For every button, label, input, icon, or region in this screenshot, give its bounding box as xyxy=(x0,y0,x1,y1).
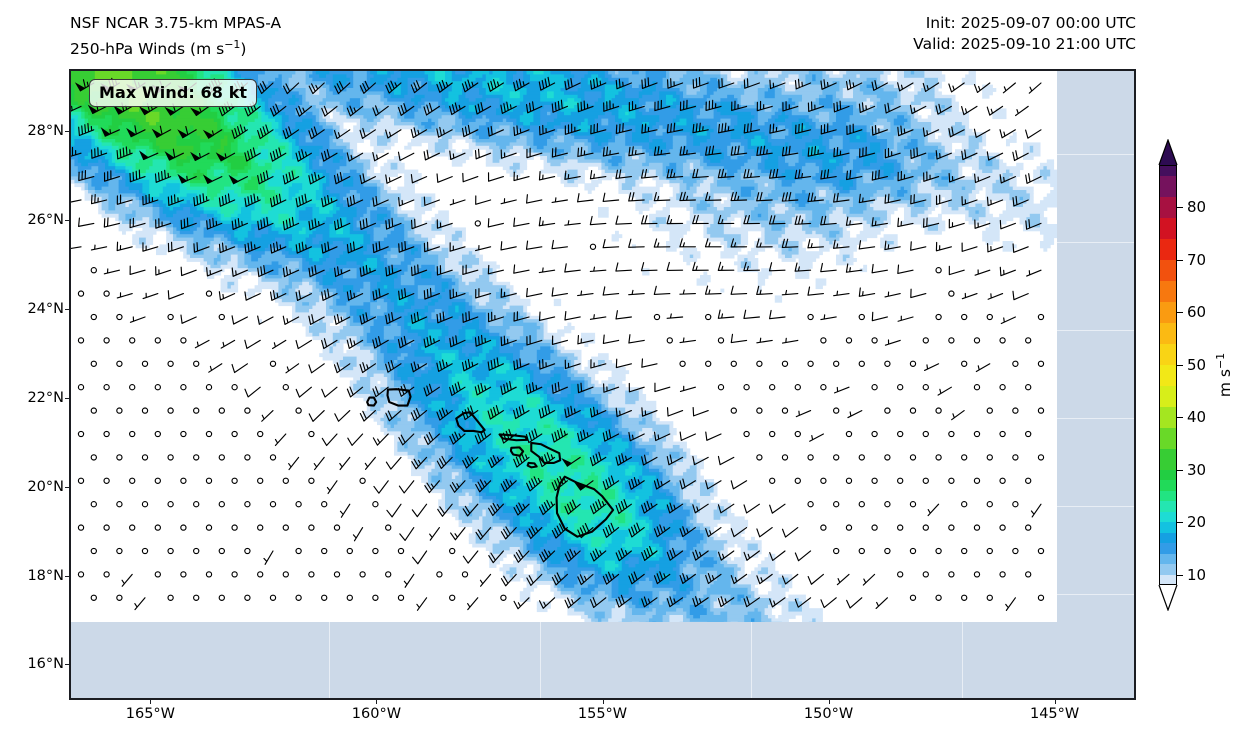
x-tick-mark xyxy=(150,700,152,704)
colorbar-tick xyxy=(1177,312,1183,314)
coastline-maui xyxy=(530,441,562,464)
colorbar-tick-label: 30 xyxy=(1187,460,1207,479)
wind-speed-field xyxy=(71,71,1057,622)
x-tick-label: 160°W xyxy=(351,706,402,722)
y-tick-mark xyxy=(65,664,69,666)
x-tick-label: 155°W xyxy=(577,706,628,722)
colorbar-tick-label: 40 xyxy=(1187,408,1207,426)
colorbar-tick xyxy=(1177,574,1183,576)
y-tick-mark xyxy=(65,575,69,577)
y-tick-mark xyxy=(65,220,69,222)
init-time: Init: 2025-09-07 00:00 UTC xyxy=(925,14,1136,32)
model-title: NSF NCAR 3.75-km MPAS-A xyxy=(70,14,282,32)
colorbar-tick-label: 10 xyxy=(1187,565,1207,584)
colorbar-tick xyxy=(1177,364,1183,366)
colorbar-tick xyxy=(1177,207,1183,209)
x-tick-label: 165°W xyxy=(125,706,176,722)
coastline-kauai xyxy=(386,388,412,407)
y-tick-mark xyxy=(65,131,69,133)
colorbar[interactable]: 10 20 30 40 50 60 70 80 xyxy=(1158,139,1206,611)
coastline-molokai xyxy=(498,433,529,442)
max-wind-badge: Max Wind: 68 kt xyxy=(89,79,258,107)
wind-field-svg xyxy=(71,71,1057,622)
valid-time: Valid: 2025-09-10 21:00 UTC xyxy=(913,35,1136,53)
header-left: NSF NCAR 3.75-km MPAS-A 250-hPa Winds (m… xyxy=(70,13,281,60)
colorbar-tick xyxy=(1177,417,1183,419)
colorbar-tick-label: 80 xyxy=(1187,198,1207,216)
x-tick-mark xyxy=(1054,700,1056,704)
colorbar-tick xyxy=(1177,522,1183,524)
y-tick-label: 26°N xyxy=(27,212,64,229)
coastline-oahu xyxy=(455,411,486,434)
x-tick-label: 145°W xyxy=(1029,706,1080,722)
x-tick-mark xyxy=(376,700,378,704)
coastline-niihau xyxy=(366,396,378,407)
map-canvas xyxy=(71,71,1134,698)
colorbar-tick-label: 60 xyxy=(1187,303,1207,321)
colorbar-units-superscript: −1 xyxy=(1214,352,1227,370)
y-tick-label: 24°N xyxy=(27,300,64,317)
colorbar-over-arrow xyxy=(1159,140,1177,165)
coastline-hawaii xyxy=(555,475,615,538)
y-tick-label: 20°N xyxy=(27,478,64,495)
y-tick-mark xyxy=(65,397,69,399)
colorbar-under-arrow xyxy=(1159,585,1177,610)
field-title: 250-hPa Winds (m s−1) xyxy=(70,38,247,59)
colorbar-gradient xyxy=(1159,165,1177,586)
colorbar-tick-label: 70 xyxy=(1187,250,1207,269)
x-tick-mark xyxy=(602,700,604,704)
y-tick-mark xyxy=(65,486,69,488)
map-plot-area[interactable] xyxy=(69,69,1136,700)
units-superscript: −1 xyxy=(224,38,241,51)
y-tick-label: 22°N xyxy=(27,389,64,406)
colorbar-tick-label: 20 xyxy=(1187,513,1207,531)
filled-contours xyxy=(71,71,1057,622)
colorbar-tick xyxy=(1177,259,1183,261)
coastline-lanai xyxy=(509,446,525,457)
colorbar-title: m s−1 xyxy=(1214,352,1235,398)
y-tick-mark xyxy=(65,308,69,310)
colorbar-tick-label: 50 xyxy=(1187,355,1207,374)
y-tick-label: 18°N xyxy=(27,567,64,584)
header-right: Init: 2025-09-07 00:00 UTC Valid: 2025-0… xyxy=(913,13,1136,55)
coastline-kahoolawe xyxy=(526,461,538,469)
y-tick-label: 16°N xyxy=(27,656,64,673)
colorbar-tick xyxy=(1177,469,1183,471)
x-tick-label: 150°W xyxy=(803,706,854,722)
y-tick-label: 28°N xyxy=(27,123,64,140)
wind-barbs xyxy=(71,76,1045,611)
coastlines xyxy=(366,388,615,538)
x-tick-mark xyxy=(828,700,830,704)
